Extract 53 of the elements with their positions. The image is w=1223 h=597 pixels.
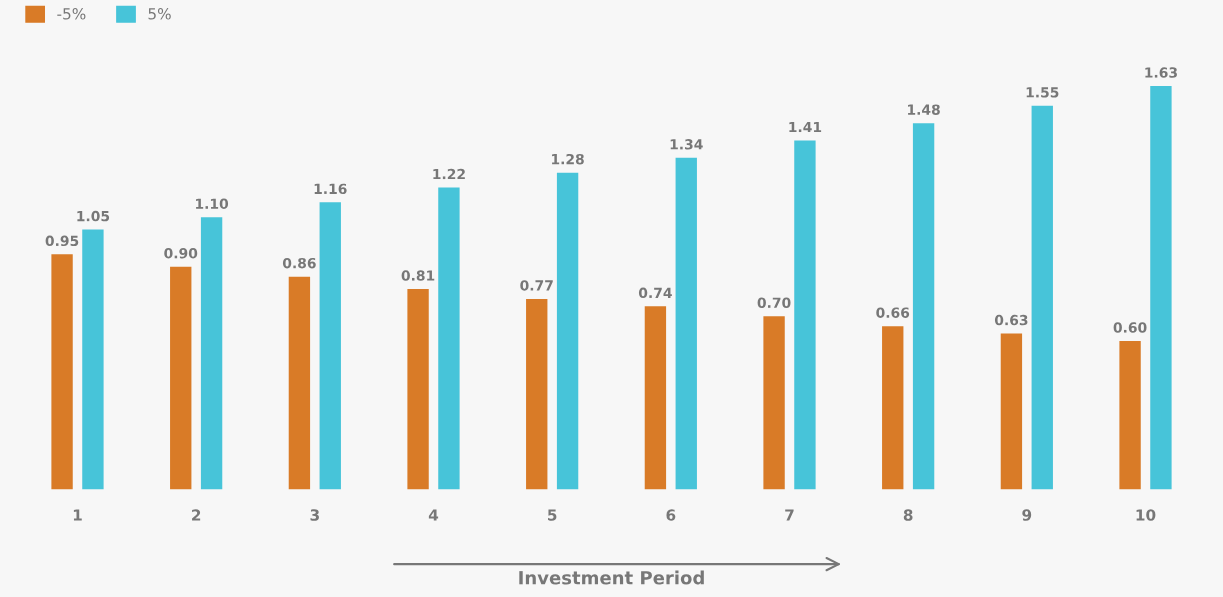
data-label: 0.60	[1113, 322, 1147, 333]
data-label: 1.22	[433, 168, 465, 180]
bar	[763, 316, 785, 490]
bar	[1000, 333, 1023, 490]
bar	[556, 172, 579, 490]
data-label: 1.10	[196, 198, 229, 209]
data-label: 1.48	[908, 104, 940, 115]
data-label: 0.63	[994, 314, 1028, 326]
bar	[170, 266, 192, 490]
bar	[407, 289, 429, 490]
x-tick-label: 1	[73, 509, 82, 521]
data-label: 0.77	[520, 280, 553, 291]
data-label: 0.90	[164, 247, 198, 259]
bar	[438, 187, 460, 490]
bar	[1150, 86, 1172, 490]
data-label: 0.95	[45, 235, 79, 247]
bar	[675, 157, 697, 490]
data-label: 0.66	[876, 307, 910, 318]
bar	[1119, 341, 1141, 490]
data-label: 0.81	[401, 270, 435, 281]
x-tick-label: 2	[192, 509, 201, 521]
x-tick-label: 7	[785, 509, 794, 521]
legend-label: 5%	[148, 8, 171, 20]
data-label: 1.16	[314, 183, 347, 195]
x-tick-label: 4	[428, 509, 439, 521]
bar	[794, 140, 816, 490]
bar	[319, 202, 341, 490]
bar	[882, 326, 904, 490]
data-label: 1.28	[552, 153, 584, 165]
x-axis-title: Investment Period	[519, 570, 704, 585]
data-label: 0.74	[638, 287, 672, 299]
bar	[51, 254, 73, 490]
x-tick-label: 5	[548, 509, 557, 521]
x-tick-label: 8	[903, 509, 913, 521]
x-tick-label: 9	[1022, 509, 1032, 521]
data-label: 0.86	[282, 257, 316, 269]
data-label: 1.05	[77, 210, 110, 222]
bar	[82, 229, 104, 490]
data-label: 1.34	[670, 139, 703, 150]
x-tick-label: 3	[310, 509, 319, 521]
bar	[288, 276, 311, 490]
x-tick-label: 10	[1136, 509, 1156, 521]
data-label: 1.63	[1145, 67, 1177, 78]
bar	[644, 306, 667, 490]
legend-label: -5%	[57, 8, 86, 20]
bar	[912, 123, 935, 490]
bar	[1031, 105, 1053, 490]
data-label: 1.41	[789, 121, 822, 133]
data-label: 1.55	[1026, 87, 1059, 98]
data-label: 0.70	[757, 297, 791, 308]
bar	[526, 298, 548, 490]
x-tick-label: 6	[666, 509, 676, 521]
bar	[200, 217, 223, 490]
